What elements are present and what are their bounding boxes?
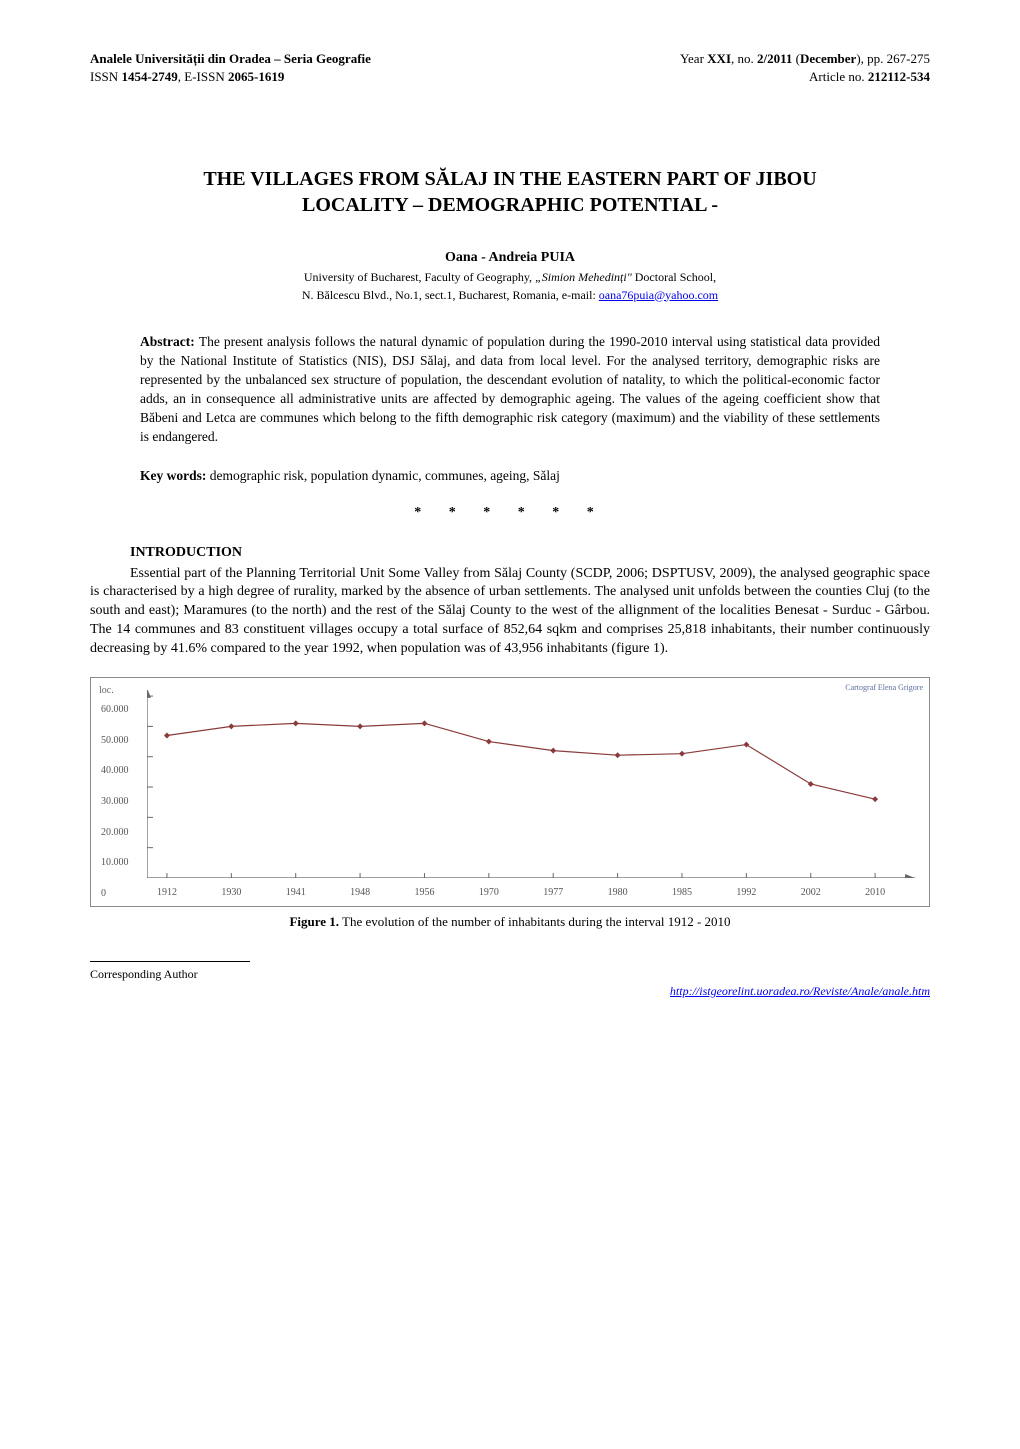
xtick-label: 1948 — [350, 886, 370, 900]
eissn-value: 2065-1619 — [228, 69, 284, 84]
ytick-label: 10.000 — [101, 856, 129, 870]
separator-stars: * * * * * * — [90, 503, 930, 523]
xtick-label: 1912 — [157, 886, 177, 900]
author-block: Oana - Andreia PUIA University of Buchar… — [90, 248, 930, 303]
header-left: Analele Universității din Oradea – Seria… — [90, 50, 371, 86]
ytick-label: 20.000 — [101, 826, 129, 840]
abstract-label: Abstract: — [140, 334, 199, 349]
intro-paragraph: Essential part of the Planning Territori… — [90, 565, 930, 659]
footer-link-block: http://istgeorelint.uoradea.ro/Reviste/A… — [90, 983, 930, 1000]
intro-heading: INTRODUCTION — [130, 543, 930, 563]
article-no-value: 212112-534 — [868, 69, 930, 84]
xtick-label: 1970 — [479, 886, 499, 900]
header-right: Year XXI, no. 2/2011 (December), pp. 267… — [680, 50, 930, 86]
figure-1-caption: Figure 1. The evolution of the number of… — [90, 913, 930, 931]
xtick-label: 1956 — [414, 886, 434, 900]
author-email-link[interactable]: oana76puia@yahoo.com — [599, 288, 718, 302]
abstract-text: The present analysis follows the natural… — [140, 334, 880, 443]
author-name: Oana - Andreia PUIA — [90, 248, 930, 268]
month-value: December — [800, 51, 856, 66]
keywords-block: Key words: demographic risk, population … — [140, 467, 880, 486]
footnote-separator — [90, 961, 250, 962]
abstract-block: Abstract: The present analysis follows t… — [140, 333, 880, 446]
issn-prefix: ISSN — [90, 69, 121, 84]
article-no-prefix: Article no. — [809, 69, 868, 84]
footer-url-link[interactable]: http://istgeorelint.uoradea.ro/Reviste/A… — [670, 984, 930, 998]
issn-value: 1454-2749 — [121, 69, 177, 84]
xtick-label: 1930 — [221, 886, 241, 900]
figure-1-caption-text: The evolution of the number of inhabitan… — [339, 914, 731, 929]
affil-prefix: University of Bucharest, Faculty of Geog… — [304, 270, 535, 284]
xtick-label: 1980 — [608, 886, 628, 900]
xtick-label: 1992 — [736, 886, 756, 900]
xtick-label: 2002 — [801, 886, 821, 900]
ytick-label: 30.000 — [101, 795, 129, 809]
issue-value: 2/2011 — [757, 51, 792, 66]
author-affiliation-line2: N. Bălcescu Blvd., No.1, sect.1, Buchare… — [90, 288, 930, 304]
journal-name: Analele Universității din Oradea – Seria… — [90, 51, 371, 66]
chart-frame: loc. Cartograf Elena Grigore 010.00020.0… — [90, 677, 930, 907]
month-suffix: ), pp. 267-275 — [856, 51, 930, 66]
page-title-line2: LOCALITY – DEMOGRAPHIC POTENTIAL - — [90, 192, 930, 218]
chart-svg — [147, 690, 915, 878]
year-prefix: Year — [680, 51, 707, 66]
xtick-label: 2010 — [865, 886, 885, 900]
chart-plot-area — [147, 690, 915, 878]
page-title-line1: THE VILLAGES FROM SĂLAJ IN THE EASTERN P… — [90, 166, 930, 192]
journal-header: Analele Universității din Oradea – Seria… — [90, 50, 930, 86]
ytick-label: 40.000 — [101, 764, 129, 778]
chart-ylabel: loc. — [99, 684, 114, 698]
affil-italic: „Simion Mehedinți" — [535, 270, 632, 284]
title-block: THE VILLAGES FROM SĂLAJ IN THE EASTERN P… — [90, 166, 930, 218]
ytick-label: 50.000 — [101, 734, 129, 748]
affil2-prefix: N. Bălcescu Blvd., No.1, sect.1, Buchare… — [302, 288, 599, 302]
xtick-label: 1985 — [672, 886, 692, 900]
xtick-label: 1941 — [286, 886, 306, 900]
author-affiliation-line1: University of Bucharest, Faculty of Geog… — [90, 270, 930, 286]
eissn-prefix: , E-ISSN — [178, 69, 228, 84]
affil-suffix: Doctoral School, — [632, 270, 716, 284]
keywords-text: demographic risk, population dynamic, co… — [210, 468, 560, 483]
ytick-label: 60.000 — [101, 703, 129, 717]
figure-1-caption-label: Figure 1. — [289, 914, 339, 929]
month-prefix: ( — [792, 51, 800, 66]
no-prefix: , no. — [731, 51, 757, 66]
xtick-label: 1977 — [543, 886, 563, 900]
footnote-text: Corresponding Author — [90, 966, 930, 983]
keywords-label: Key words: — [140, 468, 210, 483]
figure-1: loc. Cartograf Elena Grigore 010.00020.0… — [90, 677, 930, 931]
ytick-label: 0 — [101, 887, 106, 901]
year-value: XXI — [707, 51, 731, 66]
